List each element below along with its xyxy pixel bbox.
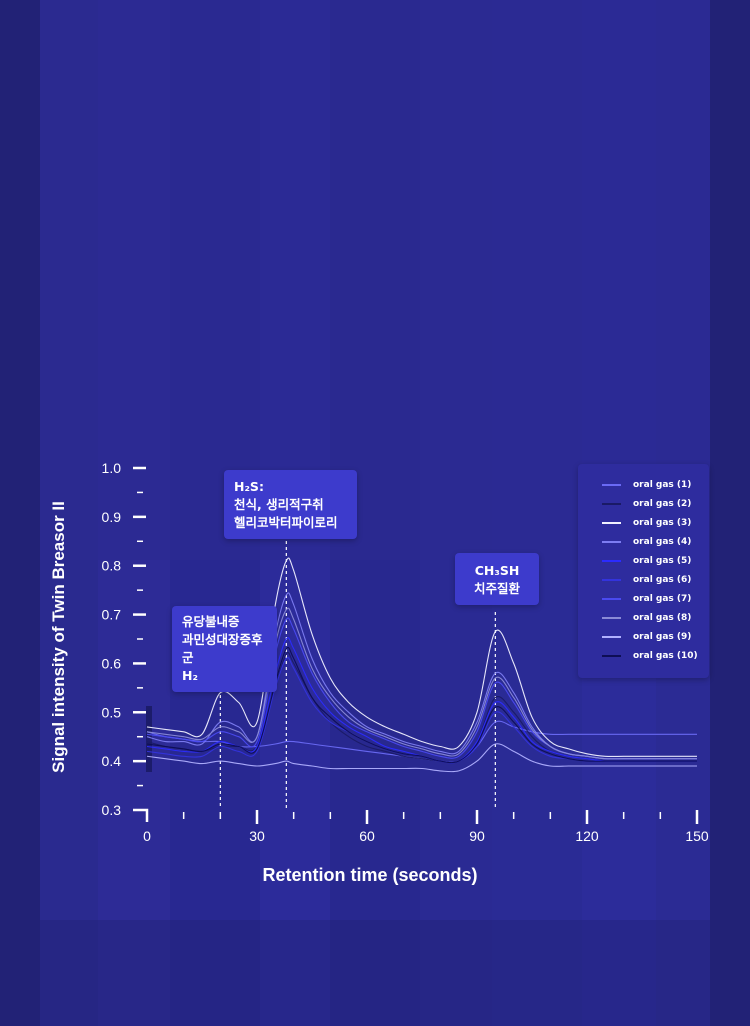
annotation-lactose-line1: 유당불내증	[182, 614, 240, 629]
annotation-h2s: H₂S: 천식, 생리적구취 헬리코박터파이로리	[224, 470, 357, 539]
annotation-h2s-line1: H₂S:	[234, 479, 264, 494]
y-tick-label: 0.8	[102, 558, 122, 574]
legend-item: oral gas (7)	[602, 592, 691, 606]
annotation-ch3sh-line2: 치주질환	[473, 581, 520, 596]
legend-swatch	[602, 617, 621, 619]
legend-label: oral gas (2)	[633, 499, 692, 509]
x-tick-label: 30	[249, 828, 265, 844]
legend-item: oral gas (6)	[602, 573, 691, 587]
x-tick-label: 120	[575, 828, 599, 844]
bg-stripe-10	[710, 0, 750, 1026]
legend-item: oral gas (1)	[602, 478, 691, 492]
legend-swatch	[602, 579, 621, 581]
x-tick-label: 60	[359, 828, 375, 844]
annotation-lactose-line3: H₂	[182, 668, 198, 683]
series-line-9	[146, 743, 697, 773]
annotation-h2s-line3: 헬리코박터파이로리	[234, 515, 338, 530]
x-tick-label: 90	[469, 828, 485, 844]
legend-label: oral gas (5)	[633, 556, 692, 566]
legend-label: oral gas (3)	[633, 518, 692, 528]
legend-item: oral gas (5)	[602, 554, 691, 568]
x-tick-label: 0	[143, 828, 151, 844]
x-tick-label: 150	[685, 828, 709, 844]
legend-item: oral gas (3)	[602, 516, 691, 530]
axis-marker	[146, 706, 152, 772]
y-axis-label: Signal intensity of Twin Breasor II	[49, 501, 68, 773]
legend-item: oral gas (10)	[602, 649, 698, 663]
bg-stripe-0	[0, 0, 40, 1026]
legend-item: oral gas (8)	[602, 611, 691, 625]
legend-item: oral gas (9)	[602, 630, 691, 644]
x-axis-label: Retention time (seconds)	[262, 865, 477, 885]
legend-label: oral gas (4)	[633, 537, 692, 547]
legend: oral gas (1) oral gas (2) oral gas (3) oral…	[578, 464, 709, 678]
legend-swatch	[602, 598, 621, 600]
y-tick-label: 0.6	[102, 655, 122, 671]
series-line-3	[146, 557, 697, 758]
legend-swatch	[602, 503, 621, 505]
legend-swatch	[602, 655, 621, 657]
legend-label: oral gas (10)	[633, 651, 698, 661]
legend-swatch	[602, 560, 621, 562]
legend-swatch	[602, 484, 621, 486]
series-line-8	[146, 607, 697, 760]
legend-label: oral gas (9)	[633, 632, 692, 642]
annotation-lactose: 유당불내증 과민성대장증후군 H₂	[172, 606, 277, 692]
series-line-10	[146, 646, 697, 764]
legend-swatch	[602, 541, 621, 543]
y-tick-label: 0.5	[102, 704, 122, 720]
legend-label: oral gas (6)	[633, 575, 692, 585]
axis-corner	[133, 808, 149, 822]
legend-swatch	[602, 636, 621, 638]
legend-item: oral gas (4)	[602, 535, 691, 549]
annotation-ch3sh: CH₃SH 치주질환	[455, 553, 539, 605]
legend-item: oral gas (2)	[602, 497, 691, 511]
y-tick-label: 0.4	[102, 753, 122, 769]
y-tick-label: 1.0	[102, 460, 122, 476]
legend-swatch	[602, 522, 621, 524]
legend-label: oral gas (7)	[633, 594, 692, 604]
y-tick-label: 0.3	[102, 802, 122, 818]
annotation-ch3sh-line1: CH₃SH	[474, 563, 520, 578]
legend-label: oral gas (1)	[633, 480, 692, 490]
annotation-h2s-line2: 천식, 생리적구취	[234, 497, 324, 512]
y-tick-label: 0.9	[102, 509, 122, 525]
annotation-lactose-line2: 과민성대장증후군	[182, 632, 263, 665]
y-tick-label: 0.7	[102, 607, 122, 623]
bg-bottom-shade	[40, 920, 710, 1026]
legend-label: oral gas (8)	[633, 613, 692, 623]
